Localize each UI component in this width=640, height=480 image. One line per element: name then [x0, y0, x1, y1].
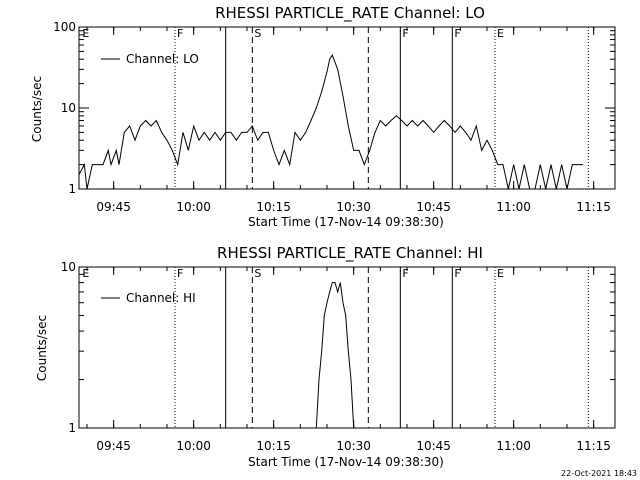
hi-x-tick-label: 10:30	[336, 439, 371, 453]
hi-flag-label: S	[254, 267, 261, 280]
hi-legend-label: Channel: HI	[126, 291, 196, 305]
lo-flag-label: E	[497, 27, 504, 40]
lo-y-axis-label: Counts/sec	[30, 76, 44, 142]
lo-plot-frame	[78, 26, 616, 190]
hi-flag-label: E	[497, 267, 504, 280]
hi-x-tick-label: 11:15	[576, 439, 611, 453]
hi-x-axis-label: Start Time (17-Nov-14 09:38:30)	[248, 455, 444, 469]
lo-flag-label: S	[254, 27, 261, 40]
hi-x-tick-label: 09:45	[96, 439, 131, 453]
lo-series-line	[78, 53, 583, 190]
lo-y-tick-label: 10	[61, 101, 76, 115]
hi-y-ticks: 1 10	[61, 260, 615, 435]
lo-y-tick-label: 100	[53, 20, 76, 34]
lo-x-axis-label: Start Time (17-Nov-14 09:38:30)	[248, 215, 444, 229]
hi-x-tick-label: 10:45	[416, 439, 451, 453]
hi-y-tick-label: 1	[68, 421, 76, 435]
lo-x-tick-label: 11:15	[576, 200, 611, 214]
lo-flag-label: E	[82, 27, 89, 40]
lo-x-tick-label: 10:30	[336, 200, 371, 214]
lo-x-tick-label: 10:45	[416, 200, 451, 214]
lo-x-tick-label: 09:45	[96, 200, 131, 214]
lo-legend-label: Channel: LO	[126, 52, 199, 66]
hi-x-tick-label: 10:00	[176, 439, 211, 453]
lo-x-tick-label: 11:00	[496, 200, 531, 214]
hi-x-tick-label: 11:00	[496, 439, 531, 453]
lo-x-ticks: 09:45 10:00 10:15 10:30 10:45 11:00 11:15	[86, 27, 611, 214]
hi-series-line	[315, 282, 355, 429]
lo-x-tick-label: 10:15	[256, 200, 291, 214]
generation-timestamp: 22-Oct-2021 18:43	[561, 469, 637, 478]
hi-flag-label: F	[402, 267, 408, 280]
hi-plot-frame	[78, 266, 616, 429]
hi-y-tick-label: 10	[61, 260, 76, 274]
hi-flag-label: F	[454, 267, 460, 280]
hi-x-ticks: 09:45 10:00 10:15 10:30 10:45 11:00 11:15	[86, 267, 611, 453]
hi-y-axis-label: Counts/sec	[35, 315, 49, 381]
hi-flag-label: F	[177, 267, 183, 280]
lo-y-ticks: 1 10 100	[53, 20, 615, 196]
lo-flag-label: F	[402, 27, 408, 40]
lo-chart-title: RHESSI PARTICLE_RATE Channel: LO	[215, 4, 485, 23]
hi-flag-label: E	[82, 267, 89, 280]
lo-channel-panel: RHESSI PARTICLE_RATE Channel: LO Counts/…	[30, 4, 616, 229]
hi-chart-title: RHESSI PARTICLE_RATE Channel: HI	[217, 244, 483, 263]
lo-flag-label: F	[454, 27, 460, 40]
hi-x-tick-label: 10:15	[256, 439, 291, 453]
lo-x-tick-label: 10:00	[176, 200, 211, 214]
lo-flag-label: F	[177, 27, 183, 40]
lo-y-tick-label: 1	[68, 182, 76, 196]
hi-channel-panel: RHESSI PARTICLE_RATE Channel: HI Counts/…	[35, 244, 616, 469]
